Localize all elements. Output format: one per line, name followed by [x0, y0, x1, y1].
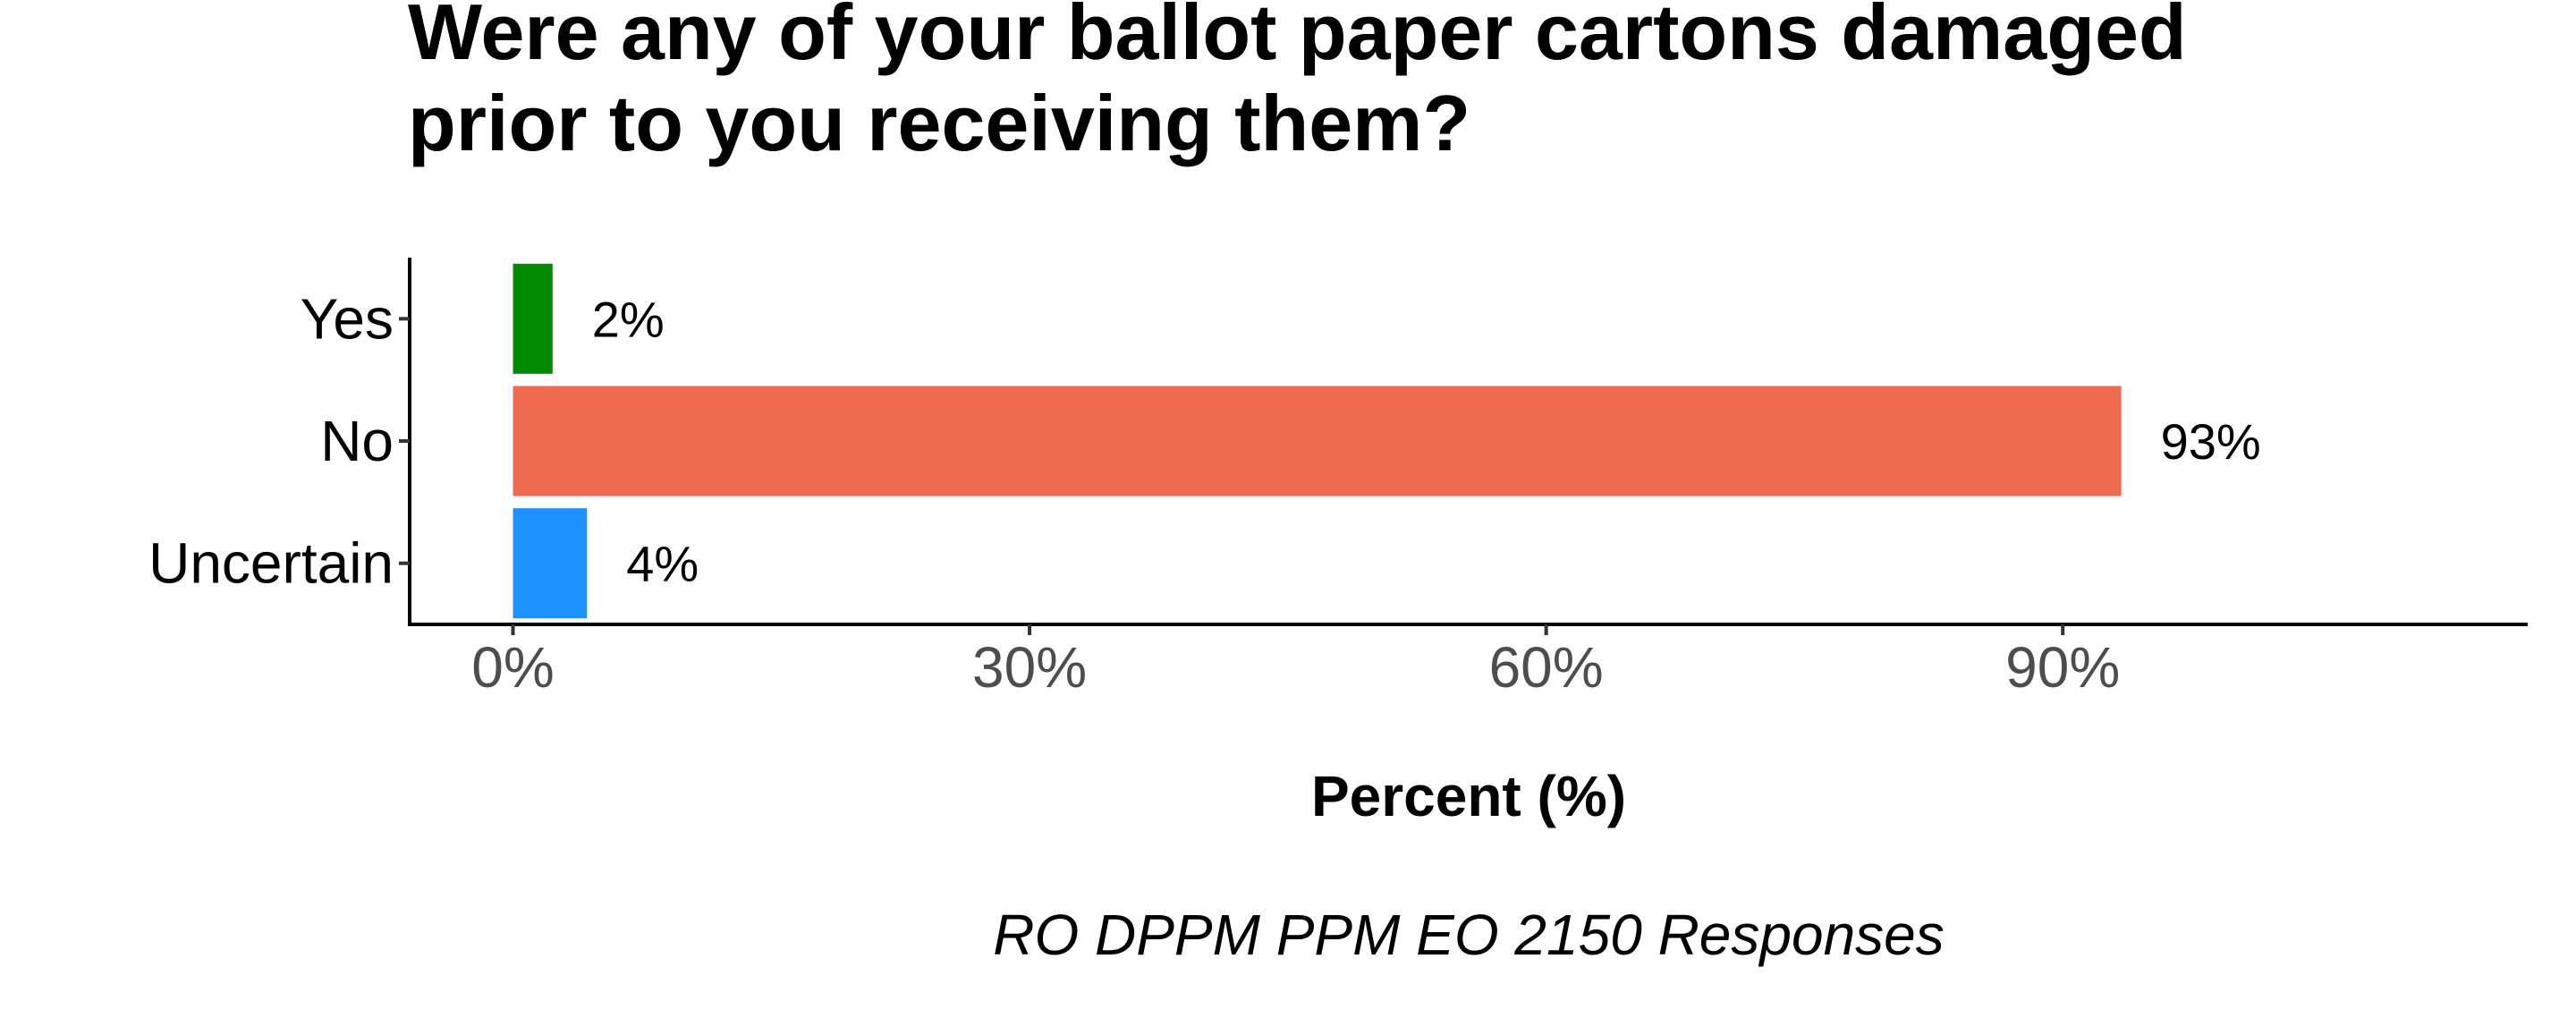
y-tick-label-no: No [320, 409, 394, 473]
x-tick-label-30: 30% [972, 635, 1087, 700]
data-label-uncertain: 4% [626, 536, 699, 592]
y-tick-label-yes: Yes [301, 286, 394, 351]
data-label-yes: 2% [592, 291, 665, 347]
x-tick-label-0: 0% [471, 635, 555, 700]
chart-title-line-1: Were any of your ballot paper cartons da… [408, 0, 2187, 76]
chart-marks: Yes 2% No 93% Uncertain 4% 0% 30% 60% 90% [148, 263, 2261, 700]
chart-title-line-2: prior to you receiving them? [408, 79, 1470, 167]
y-tick-label-uncertain: Uncertain [148, 531, 394, 596]
chart-caption: RO DPPM PPM EO 2150 Responses [993, 903, 1945, 967]
x-axis-title: Percent (%) [1311, 764, 1626, 828]
data-label-no: 93% [2161, 413, 2261, 470]
x-tick-label-60: 60% [1489, 635, 1604, 700]
bar-uncertain [513, 508, 588, 619]
x-tick-label-90: 90% [2005, 635, 2120, 700]
bar-no [513, 386, 2122, 496]
bar-yes [513, 263, 553, 374]
